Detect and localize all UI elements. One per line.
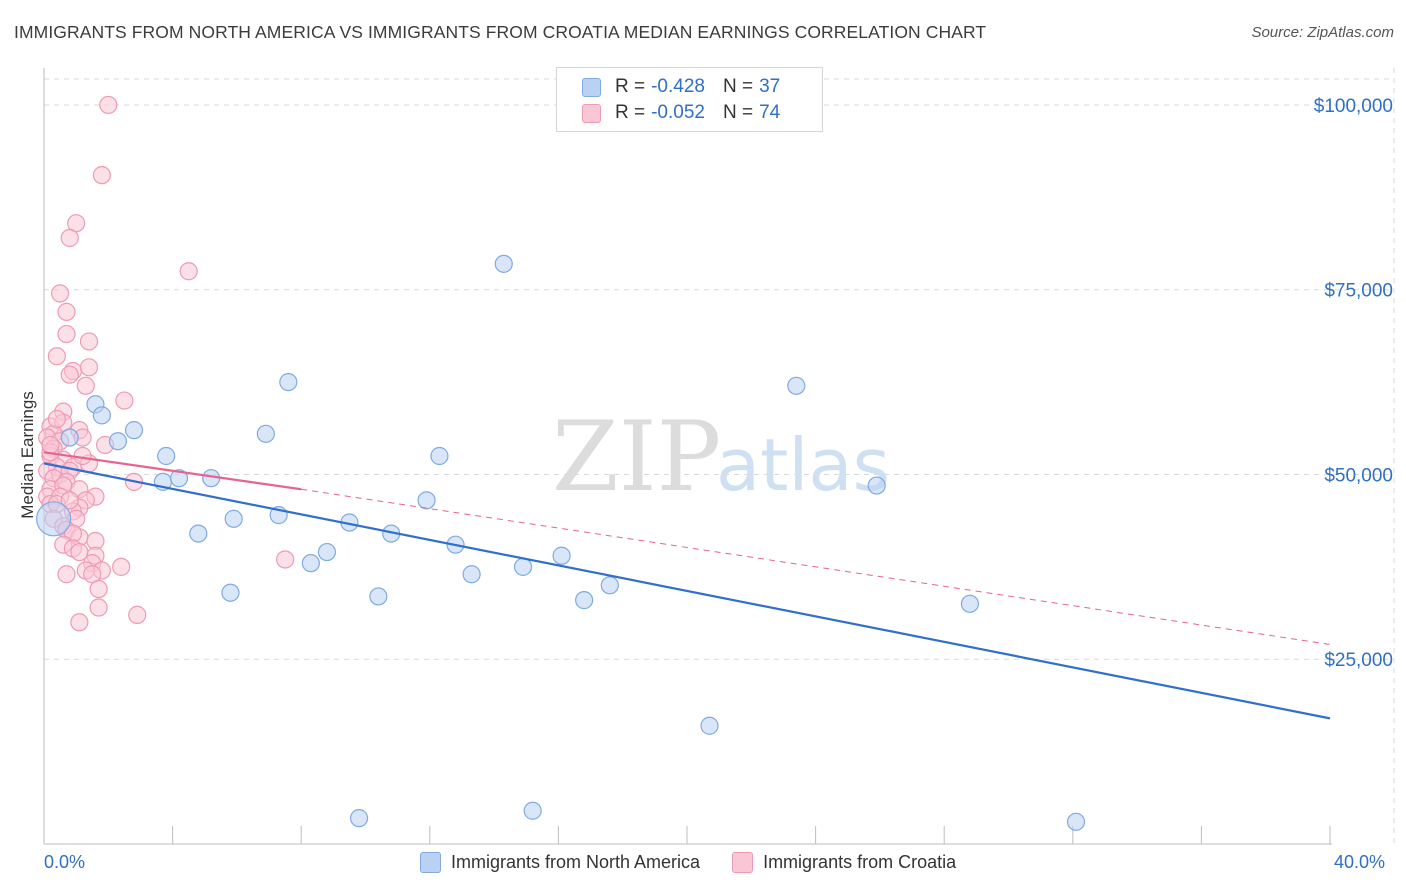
croatia-point <box>57 565 76 584</box>
croatia-point <box>60 491 79 510</box>
legend-n-label: N = <box>722 76 754 97</box>
north-america-point <box>124 421 144 440</box>
legend-swatch-blue <box>582 77 601 97</box>
north-america-point <box>960 594 980 613</box>
legend-n-value: 74 <box>759 102 781 123</box>
croatia-point <box>89 579 108 599</box>
croatia-point <box>60 365 79 384</box>
croatia-point <box>47 347 66 366</box>
series-swatch-pink <box>732 852 754 873</box>
north-america-point <box>787 376 806 395</box>
watermark: ZIP atlas <box>552 401 890 513</box>
north-america-point <box>600 576 619 595</box>
north-america-trend-line <box>43 462 1331 720</box>
source-label: Source: ZipAtlas.com <box>1251 24 1394 41</box>
croatia-trend-line <box>43 451 302 491</box>
north-america-point <box>301 554 320 573</box>
croatia-point <box>128 605 147 624</box>
legend-r-value: -0.052 <box>651 102 705 123</box>
croatia-point <box>70 613 89 632</box>
north-america-point <box>494 254 513 273</box>
north-america-point <box>462 565 481 584</box>
watermark-atlas: atlas <box>716 423 890 507</box>
north-america-point <box>575 591 594 610</box>
croatia-points <box>38 95 295 632</box>
y-tick-label: $50,000 <box>1324 465 1393 486</box>
north-america-point <box>1066 812 1086 831</box>
croatia-point <box>41 435 60 455</box>
north-america-point <box>867 476 886 495</box>
croatia-point <box>76 376 95 395</box>
y-tick-label: $25,000 <box>1324 650 1393 671</box>
north-america-point <box>552 546 571 565</box>
north-america-point <box>169 469 189 488</box>
north-america-point <box>108 432 128 451</box>
croatia-point <box>79 332 99 351</box>
croatia-point <box>115 391 134 410</box>
legend-row-north-america: R = -0.428 N = 37 <box>582 76 780 98</box>
series-legend: Immigrants from North America Immigrants… <box>420 852 988 873</box>
correlation-legend: R = -0.428 N = 37 R = -0.052 N = 74 <box>556 67 823 132</box>
legend-swatch-pink <box>582 103 601 123</box>
croatia-point <box>57 302 76 321</box>
croatia-point <box>47 409 66 429</box>
series-legend-croatia: Immigrants from Croatia <box>732 852 956 873</box>
legend-r-label: R = <box>615 102 646 123</box>
series-label-north-america: Immigrants from North America <box>451 852 701 872</box>
croatia-point <box>112 557 131 576</box>
series-swatch-blue <box>420 852 441 873</box>
series-label-croatia: Immigrants from Croatia <box>763 852 957 872</box>
north-america-point <box>189 524 208 543</box>
y-tick-label: $75,000 <box>1324 281 1393 302</box>
north-america-point <box>224 509 243 528</box>
north-america-point <box>92 406 111 425</box>
y-tick-label: $100,000 <box>1314 96 1393 117</box>
north-america-point <box>513 557 533 576</box>
croatia-point <box>89 598 108 617</box>
north-america-point <box>317 542 337 562</box>
croatia-point <box>99 95 118 115</box>
trend-lines <box>43 451 1331 720</box>
north-america-point <box>279 372 298 392</box>
legend-n-value: 37 <box>759 76 781 97</box>
north-america-point <box>60 428 79 447</box>
legend-n-label: N = <box>722 102 754 123</box>
legend-row-croatia: R = -0.052 N = 74 <box>582 102 780 124</box>
legend-r-label: R = <box>615 76 646 97</box>
watermark-zip: ZIP <box>552 401 721 513</box>
north-america-point <box>36 501 72 537</box>
legend-r-value: -0.428 <box>651 76 705 97</box>
croatia-point <box>57 324 76 344</box>
north-america-point <box>523 801 542 820</box>
croatia-point <box>79 358 99 377</box>
croatia-point <box>60 228 79 248</box>
north-america-point <box>417 491 436 510</box>
croatia-point <box>276 550 295 569</box>
north-america-point <box>221 583 240 602</box>
x-tick-label-min: 0.0% <box>44 852 86 872</box>
croatia-point <box>92 166 111 185</box>
chart-title: IMMIGRANTS FROM NORTH AMERICA VS IMMIGRA… <box>14 22 987 42</box>
croatia-trend-line-extrapolated <box>301 488 1331 645</box>
north-america-point <box>256 424 275 443</box>
north-america-point <box>430 446 449 466</box>
north-america-point <box>157 446 176 466</box>
north-america-point <box>700 716 719 735</box>
croatia-point <box>50 284 70 303</box>
series-legend-north-america: Immigrants from North America <box>420 852 700 873</box>
croatia-point <box>179 262 198 281</box>
x-tick-label-max: 40.0% <box>1334 852 1386 872</box>
north-america-points <box>36 254 1086 831</box>
y-tick-labels: $25,000 $50,000 $75,000 $100,000 <box>1314 96 1393 671</box>
north-america-point <box>369 587 388 606</box>
north-america-point <box>349 809 369 828</box>
